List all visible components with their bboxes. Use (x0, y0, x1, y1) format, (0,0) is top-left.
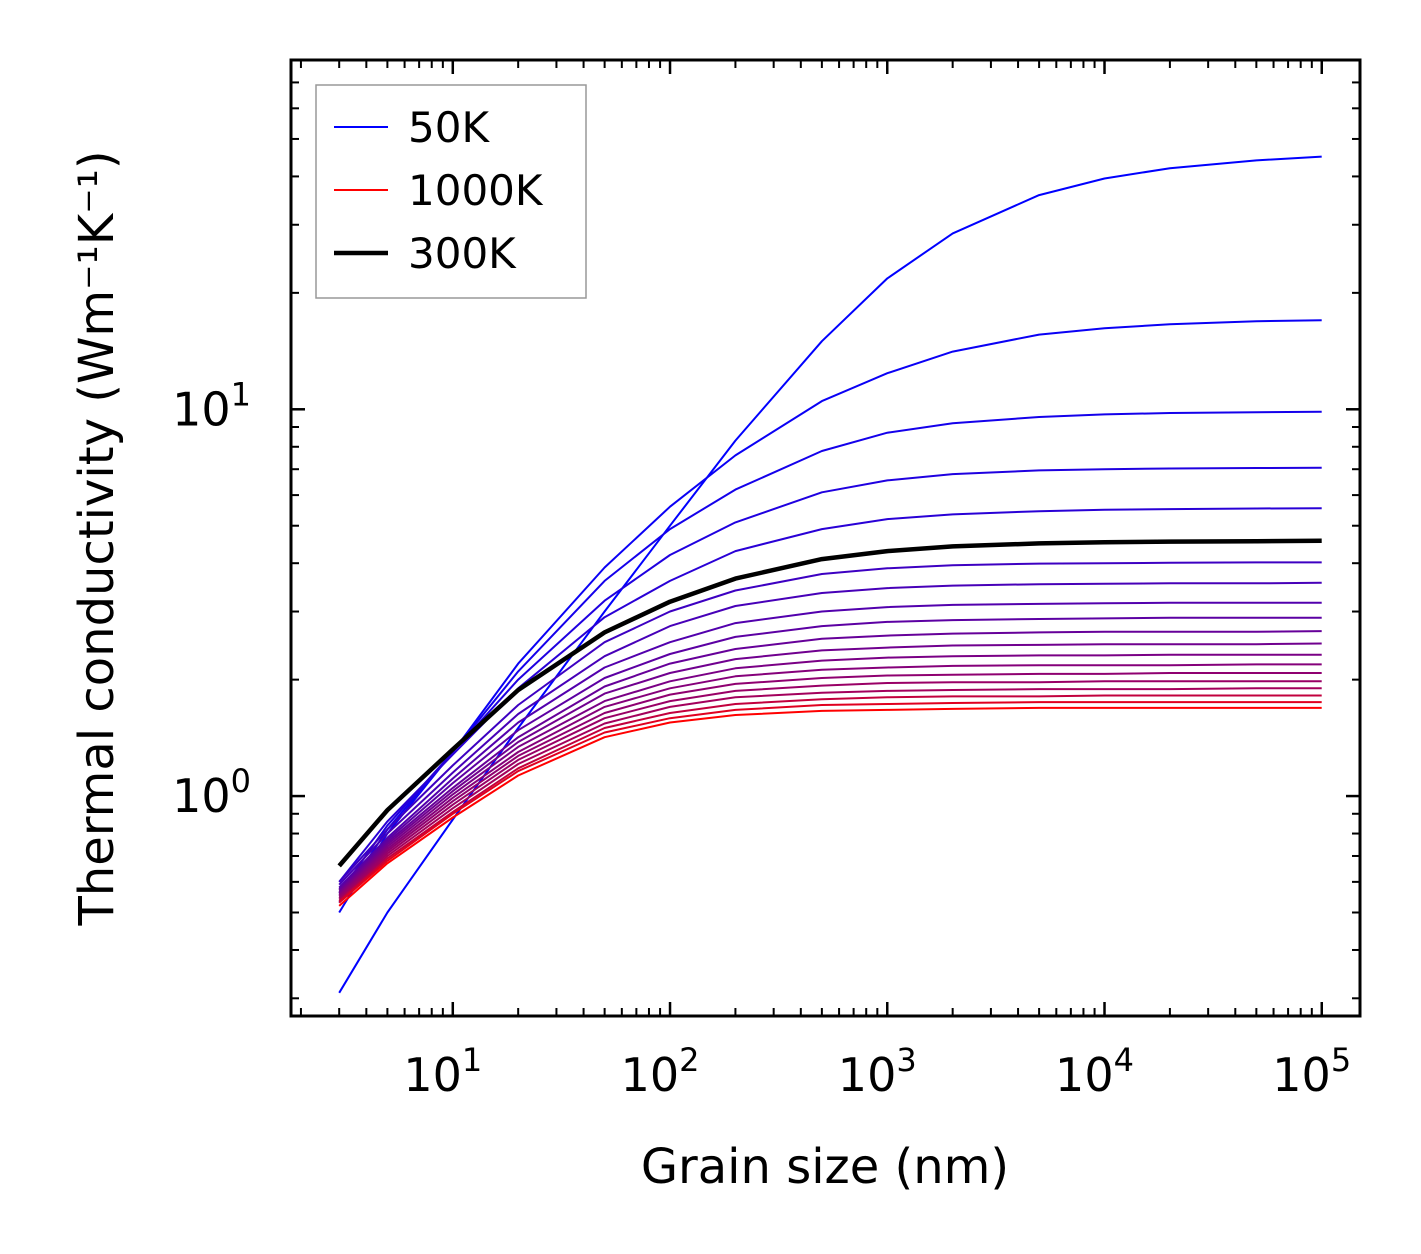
series-line-500k (338, 616, 1322, 890)
series-line-450k (338, 601, 1322, 889)
series-line-800k (338, 680, 1322, 899)
series-line-400k (338, 581, 1322, 886)
series-line-700k (338, 663, 1322, 896)
series-line-550k (338, 630, 1322, 892)
y-axis-label: Thermal conductivity (Wm⁻¹K⁻¹) (69, 150, 125, 926)
legend-label-1000k: 1000K (408, 166, 544, 215)
legend: 50K 1000K 300K (315, 84, 587, 299)
series-line-950k (338, 701, 1322, 904)
series-line-350k (338, 561, 1322, 883)
series-line-300k (337, 538, 1322, 868)
series-layer (337, 155, 1322, 994)
x-axis-label: Grain size (nm) (641, 1139, 1009, 1195)
x-tick-label: 103 (838, 1041, 917, 1102)
series-line-900k (338, 694, 1322, 902)
series-line-650k (338, 653, 1322, 895)
series-line-850k (338, 687, 1322, 901)
legend-label-50k: 50K (408, 103, 490, 152)
series-line-750k (338, 672, 1322, 898)
legend-box (315, 84, 587, 299)
series-line-100k (338, 319, 1322, 914)
series-line-600k (338, 642, 1322, 893)
tick-layer (291, 59, 1360, 1016)
series-line-150k (338, 410, 1322, 904)
series-line-1000k (338, 706, 1322, 907)
legend-label-300k: 300K (408, 229, 517, 278)
plot-frame (289, 58, 1362, 1018)
